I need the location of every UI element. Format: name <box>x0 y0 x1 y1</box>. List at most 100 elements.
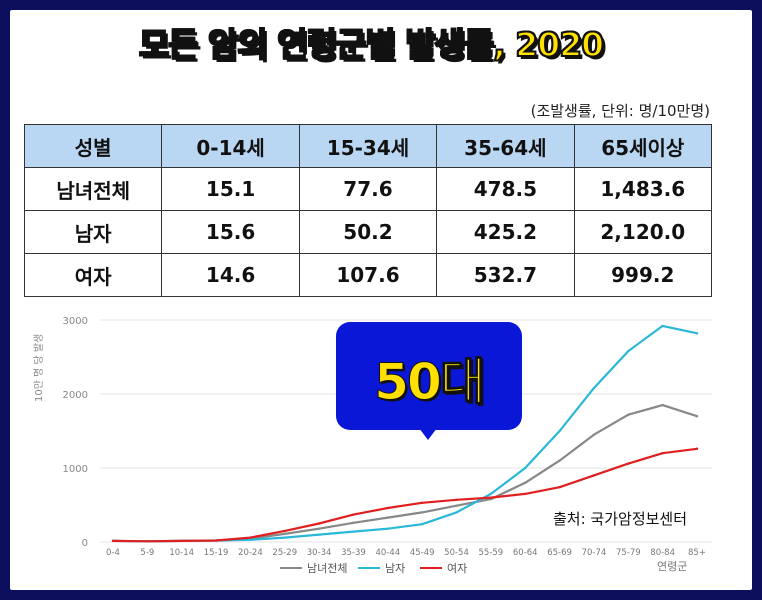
table-header-cell: 15-34세 <box>298 124 438 168</box>
table-cell: 15.1 <box>161 167 300 211</box>
data-point <box>352 521 355 524</box>
legend-label: 남녀전체 <box>307 562 348 575</box>
x-tick-label: 45-49 <box>410 548 435 558</box>
x-tick-label: 75-79 <box>616 548 641 558</box>
incidence-line-chart: 0 1000 2000 3000 0-4 5-9 10-14 15-19 20-24 25-29 3… <box>63 316 712 558</box>
incidence-table: 성별 0-14세 15-34세 35-64세 65세이상 남녀전체 15.1 7… <box>23 124 713 297</box>
data-point <box>627 462 630 465</box>
data-point <box>214 539 218 542</box>
table-cell: 15.6 <box>161 210 300 254</box>
infographic-card <box>10 10 752 590</box>
series-line-2 <box>111 447 699 543</box>
data-point <box>455 511 458 514</box>
data-point <box>558 459 561 462</box>
data-point <box>386 506 390 510</box>
x-axis-label: 연령군 <box>657 560 688 573</box>
legend-swatch <box>420 567 442 569</box>
x-tick-label: 80-84 <box>650 548 675 558</box>
table-cell: 14.6 <box>161 253 300 297</box>
data-point <box>386 516 390 519</box>
legend-swatch <box>358 567 380 569</box>
y-tick-label: 0 <box>82 538 88 549</box>
table-header-cell: 35-64세 <box>436 124 575 168</box>
table-cell: 77.6 <box>298 167 438 211</box>
data-point <box>592 433 596 436</box>
data-point <box>558 486 561 489</box>
legend-label: 남자 <box>385 562 406 575</box>
data-point <box>249 538 252 541</box>
callout-pointer <box>419 428 437 440</box>
table-cell: 532.7 <box>436 253 575 297</box>
data-point <box>661 452 664 455</box>
data-point <box>627 349 630 353</box>
data-point <box>283 532 286 536</box>
table-cell: 여자 <box>23 253 163 297</box>
data-point <box>592 386 596 390</box>
data-point <box>524 492 527 496</box>
data-point <box>524 466 527 470</box>
callout-text: 50대 <box>374 353 487 412</box>
data-point <box>111 539 115 543</box>
x-tick-label: 60-64 <box>513 548 538 558</box>
data-point <box>180 539 183 543</box>
data-point <box>386 527 390 530</box>
x-tick-label: 5-9 <box>140 548 154 558</box>
data-point <box>317 522 321 525</box>
table-cell: 1,483.6 <box>573 167 713 211</box>
x-tick-label: 0-4 <box>106 548 120 558</box>
table-cell: 425.2 <box>436 210 575 254</box>
data-point <box>558 429 561 433</box>
data-point <box>317 527 321 530</box>
x-tick-label: 10-14 <box>169 548 194 558</box>
x-tick-label: 35-39 <box>341 548 366 558</box>
table-header-cell: 성별 <box>23 124 163 168</box>
x-tick-label: 15-19 <box>204 548 229 558</box>
table-header-cell: 65세이상 <box>573 124 713 168</box>
data-point <box>455 498 458 502</box>
page-title: 모든 암의 연령군별 발생률, 2020 <box>138 24 605 65</box>
table-cell: 50.2 <box>298 210 438 254</box>
data-point <box>592 474 596 477</box>
table-row: 남녀전체 15.1 77.6 478.5 1,483.6 <box>23 167 713 211</box>
data-point <box>249 536 252 539</box>
table-unit-note: (조발생률, 단위: 명/10만명) <box>530 102 710 120</box>
table-cell: 남자 <box>23 210 163 254</box>
x-tick-label: 65-69 <box>547 548 572 558</box>
data-point <box>420 523 424 526</box>
x-tick-label: 40-44 <box>375 548 400 558</box>
table-cell: 2,120.0 <box>573 210 713 254</box>
x-tick-label: 85+ <box>688 548 706 558</box>
table-cell: 남녀전체 <box>23 167 163 211</box>
source-credit: 출처: 국가암정보센터 <box>553 510 688 528</box>
x-tick-label: 70-74 <box>582 548 607 558</box>
table-row: 여자 14.6 107.6 532.7 999.2 <box>23 253 713 297</box>
x-tick-label: 50-54 <box>444 548 469 558</box>
x-tick-label: 25-29 <box>272 548 297 558</box>
data-point <box>489 496 493 499</box>
y-tick-label: 2000 <box>63 390 88 401</box>
callout-box: 50대 <box>336 322 522 430</box>
data-point <box>146 540 149 543</box>
legend-swatch <box>280 567 302 569</box>
data-point <box>455 504 458 507</box>
table-row: 남자 15.6 50.2 425.2 2,120.0 <box>23 210 713 254</box>
data-point <box>695 332 699 335</box>
data-point <box>524 481 527 484</box>
data-point <box>695 447 699 450</box>
y-tick-label: 3000 <box>63 316 88 327</box>
data-point <box>627 413 630 416</box>
data-point <box>317 533 321 536</box>
data-point <box>661 403 664 407</box>
x-tick-label: 30-34 <box>307 548 332 558</box>
data-point <box>283 536 286 539</box>
x-tick-label: 55-59 <box>479 548 504 558</box>
data-point <box>352 513 355 516</box>
data-point <box>420 501 424 504</box>
x-tick-label: 20-24 <box>238 548 263 558</box>
data-point <box>661 324 664 328</box>
table-header-cell: 0-14세 <box>161 124 300 168</box>
data-point <box>489 492 493 496</box>
data-point <box>420 511 424 514</box>
table-cell: 107.6 <box>298 253 438 297</box>
data-point <box>695 415 699 418</box>
